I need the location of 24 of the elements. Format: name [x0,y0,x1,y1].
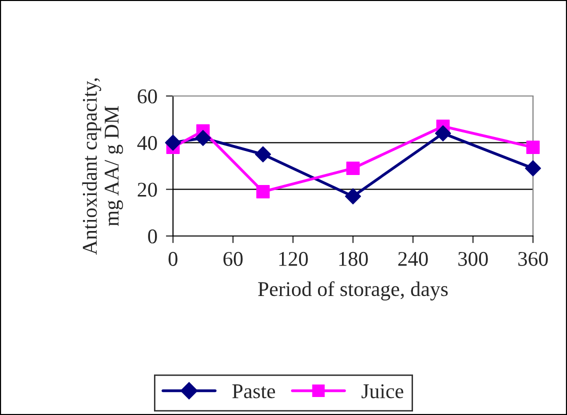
point [526,140,540,154]
y-tick-label: 60 [138,89,157,104]
y-tick-label: 0 [148,229,157,244]
x-tick-label: 180 [339,252,368,266]
point [164,134,182,151]
y-tick-label: 40 [137,136,157,150]
x-tick-label: 240 [398,252,428,266]
point [524,160,542,176]
point [346,162,360,176]
point [434,125,452,142]
x-tick-label: 60 [223,252,243,266]
point [194,130,212,146]
x-tick-label: 120 [279,252,308,266]
x-tick-label: 300 [458,252,488,266]
y-tick-label: 20 [138,182,157,197]
point [256,184,270,198]
x-tick-label: 0 [168,252,178,266]
legend-label: Juice [362,384,404,398]
legend-label: Paste [232,384,276,398]
x-tick-label: 360 [518,252,548,266]
point [344,188,362,204]
x-axis-title: Period of storage, days [258,281,448,300]
point [254,146,272,162]
y-axis-title: Antioxidant capacity, mg AA/ g DM [82,78,123,255]
